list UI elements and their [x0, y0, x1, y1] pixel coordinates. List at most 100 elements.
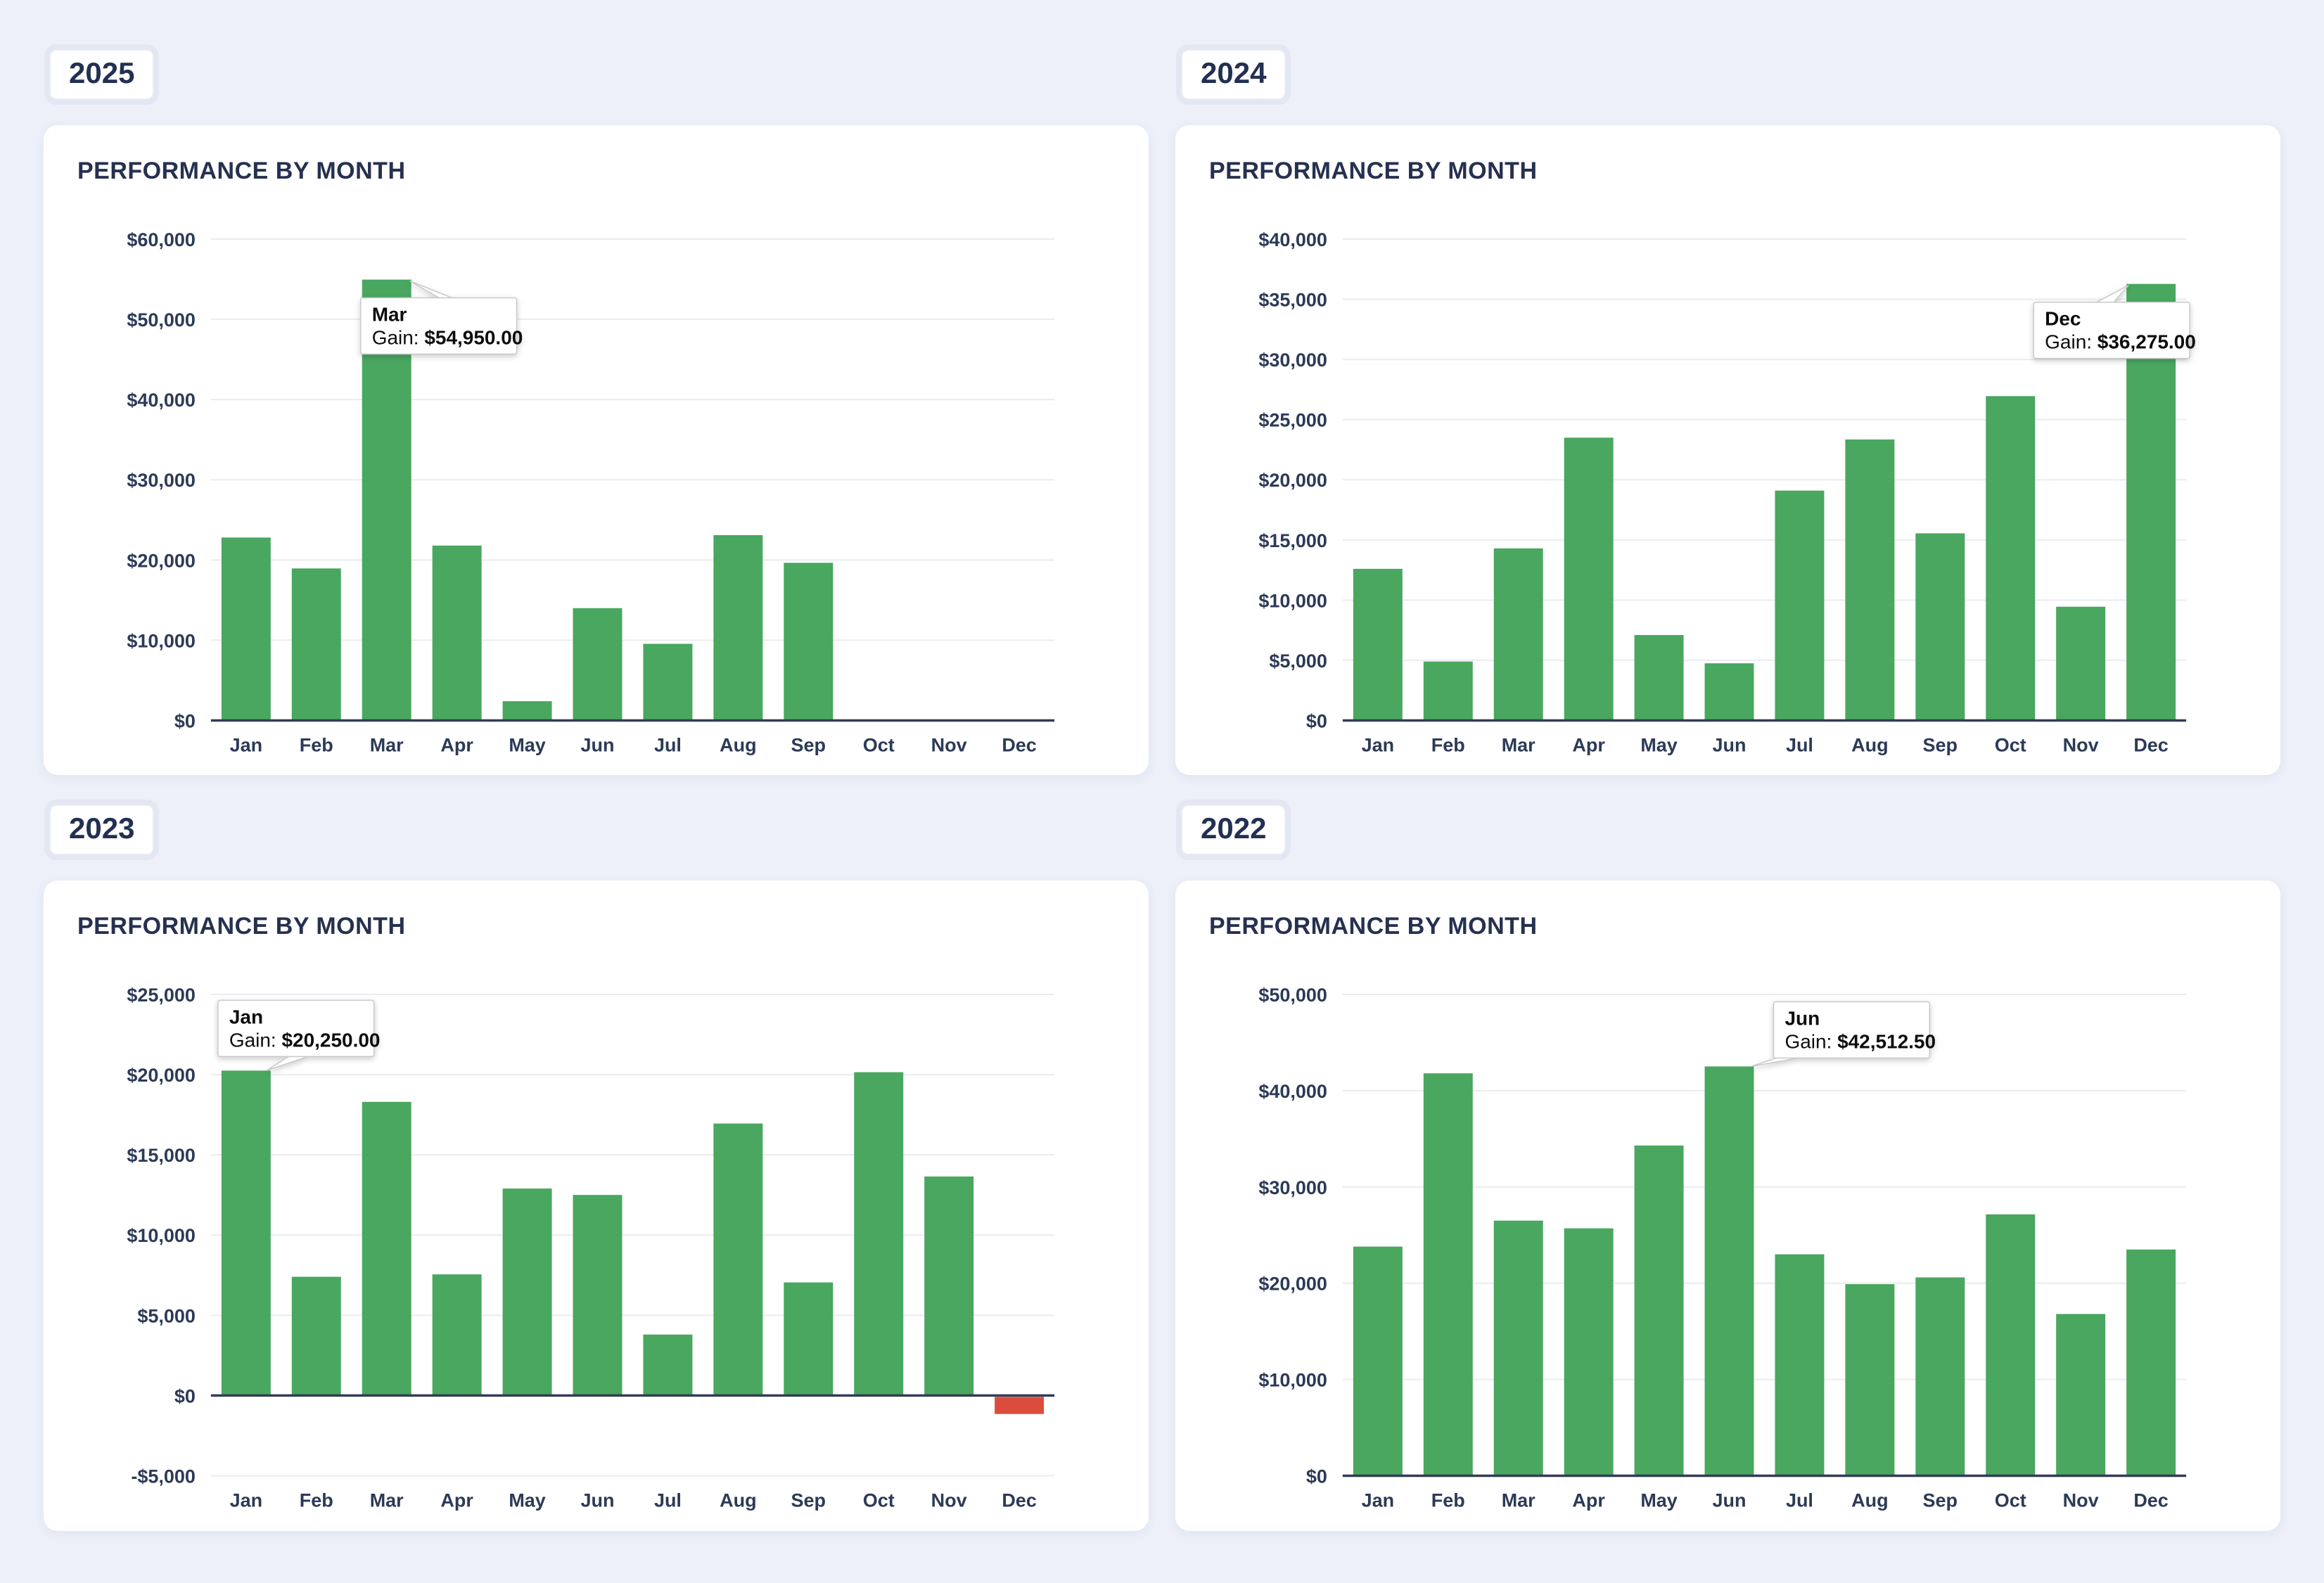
performance-card: PERFORMANCE BY MONTH -$5,000 $0 $5,000 $10,…: [44, 880, 1149, 1531]
bar-Jun[interactable]: [573, 1195, 622, 1396]
card-title: PERFORMANCE BY MONTH: [77, 913, 406, 940]
x-tick-Oct: Oct: [863, 734, 895, 755]
bar-Dec[interactable]: [2126, 1250, 2176, 1476]
x-tick-Jan: Jan: [230, 1490, 262, 1511]
tooltip-gain-value: $54,950.00: [424, 327, 523, 349]
y-tick-label: $20,000: [1258, 1274, 1327, 1295]
y-tick-label: $30,000: [1258, 350, 1327, 371]
y-tick-label: $40,000: [1258, 1081, 1327, 1102]
tooltip-gain-line: Gain: $20,250.00: [229, 1030, 381, 1051]
card-title: PERFORMANCE BY MONTH: [1209, 158, 1538, 184]
x-tick-Apr: Apr: [440, 1490, 473, 1511]
bar-Jan[interactable]: [221, 1070, 271, 1396]
bar-Jul[interactable]: [643, 643, 693, 721]
tooltip-box: [2033, 301, 2190, 359]
bar-Aug[interactable]: [1845, 1284, 1895, 1476]
bar-May[interactable]: [502, 1188, 552, 1396]
tooltip-gain-label: Gain:: [229, 1030, 282, 1051]
x-tick-Jan: Jan: [1362, 734, 1394, 755]
bar-Sep[interactable]: [1915, 533, 1965, 721]
performance-bar-chart: $0 $10,000 $20,000 $30,000 $40,000 $50,000 Jan…: [1258, 985, 2187, 1511]
x-tick-Oct: Oct: [863, 1490, 895, 1511]
bar-Jun[interactable]: [1704, 663, 1754, 721]
tooltip-gain-label: Gain:: [2045, 331, 2098, 353]
bar-Apr[interactable]: [1564, 437, 1614, 721]
y-tick-label: $5,000: [137, 1306, 196, 1327]
bar-Feb[interactable]: [291, 568, 341, 721]
bar-Jul[interactable]: [1775, 490, 1825, 721]
x-tick-Jul: Jul: [1786, 1490, 1813, 1511]
bar-Sep[interactable]: [784, 1282, 834, 1396]
x-tick-Apr: Apr: [440, 734, 473, 755]
bar-Jan[interactable]: [1353, 1247, 1403, 1476]
y-tick-label: $20,000: [127, 1065, 196, 1086]
bar-Sep[interactable]: [1915, 1277, 1965, 1476]
chart-area: $0 $5,000 $10,000 $15,000 $20,000 $25,000 $30,…: [1209, 200, 2247, 762]
y-tick-label: $15,000: [1258, 530, 1327, 551]
tooltip-gain-label: Gain:: [1784, 1031, 1837, 1053]
bar-Mar[interactable]: [1493, 548, 1543, 721]
bar-Aug[interactable]: [1845, 439, 1895, 721]
x-tick-Oct: Oct: [1995, 1490, 2026, 1511]
y-tick-label: $10,000: [127, 630, 196, 651]
x-tick-Sep: Sep: [1923, 734, 1958, 755]
x-tick-Jun: Jun: [581, 734, 615, 755]
tooltip-month: Dec: [2045, 308, 2081, 330]
year-badge-row: 2024: [1181, 49, 2280, 100]
y-tick-label: $5,000: [1269, 650, 1327, 672]
bar-Jan[interactable]: [221, 537, 271, 721]
y-tick-label: $0: [174, 1386, 196, 1407]
x-tick-Jun: Jun: [581, 1490, 615, 1511]
tooltip-gain-value: $36,275.00: [2098, 331, 2196, 353]
bar-May[interactable]: [1634, 1146, 1684, 1476]
tooltip-gain-line: Gain: $54,950.00: [372, 327, 523, 349]
bar-Aug[interactable]: [713, 1124, 763, 1396]
y-tick-label: $60,000: [127, 229, 196, 250]
bar-Feb[interactable]: [291, 1277, 341, 1396]
year-badge-row: 2022: [1181, 805, 2280, 856]
bar-Feb[interactable]: [1423, 661, 1473, 721]
x-tick-Dec: Dec: [2133, 734, 2168, 755]
tooltip-caret: [409, 280, 456, 300]
bar-Nov[interactable]: [924, 1177, 974, 1396]
x-tick-Aug: Aug: [1851, 1490, 1888, 1511]
performance-bar-chart: $0 $5,000 $10,000 $15,000 $20,000 $25,000 $30,…: [1258, 229, 2196, 756]
x-tick-Jul: Jul: [654, 734, 682, 755]
bar-Mar[interactable]: [362, 1102, 411, 1396]
card-title: PERFORMANCE BY MONTH: [1209, 913, 1538, 940]
tooltip-month: Mar: [372, 304, 407, 326]
bar-Aug[interactable]: [713, 534, 763, 721]
x-tick-Mar: Mar: [1502, 1490, 1536, 1511]
bar-May[interactable]: [1634, 634, 1684, 721]
y-tick-label: $10,000: [1258, 590, 1327, 611]
bar-May[interactable]: [502, 701, 552, 721]
y-tick-label: $50,000: [127, 309, 196, 331]
bar-Oct[interactable]: [854, 1072, 904, 1396]
bar-Apr[interactable]: [432, 1274, 482, 1396]
bar-Oct[interactable]: [1986, 396, 2036, 721]
performance-bar-chart: $0 $10,000 $20,000 $30,000 $40,000 $50,000 $60…: [127, 229, 1055, 755]
y-tick-label: $10,000: [1258, 1370, 1327, 1391]
bar-Sep[interactable]: [784, 563, 834, 721]
bar-Jun[interactable]: [573, 608, 622, 721]
bar-Oct[interactable]: [1986, 1215, 2036, 1476]
bar-Mar[interactable]: [1493, 1221, 1543, 1476]
x-tick-Sep: Sep: [791, 1490, 826, 1511]
year-section-2025: 2025 PERFORMANCE BY MONTH $0 $10,000 $20,0…: [44, 44, 1149, 776]
bar-Dec[interactable]: [995, 1397, 1045, 1415]
bar-Jul[interactable]: [1775, 1255, 1825, 1476]
bar-Apr[interactable]: [1564, 1229, 1614, 1476]
bar-Apr[interactable]: [432, 545, 482, 721]
year-section-2022: 2022 PERFORMANCE BY MONTH $0 $10,000 $20,0…: [1175, 799, 2280, 1531]
bar-Nov[interactable]: [2056, 606, 2106, 721]
year-section-2024: 2024 PERFORMANCE BY MONTH $0 $5,000 $10,00…: [1175, 44, 2280, 776]
performance-bar-chart: -$5,000 $0 $5,000 $10,000 $15,000 $20,000 $25,…: [127, 985, 1055, 1511]
bar-Jan[interactable]: [1353, 568, 1403, 721]
bar-Feb[interactable]: [1423, 1073, 1473, 1476]
bar-Jun[interactable]: [1704, 1066, 1754, 1476]
bar-Nov[interactable]: [2056, 1314, 2106, 1476]
x-tick-Aug: Aug: [720, 734, 756, 755]
bar-Jul[interactable]: [643, 1335, 693, 1396]
